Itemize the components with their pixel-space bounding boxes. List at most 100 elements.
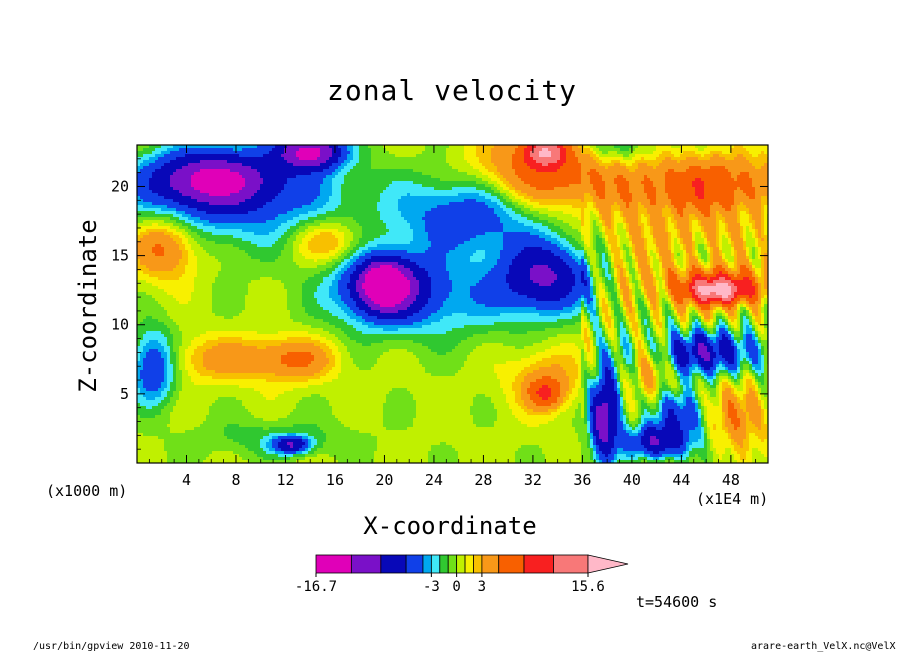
field-cell xyxy=(194,166,197,169)
field-cell xyxy=(233,184,236,187)
field-cell xyxy=(179,316,182,319)
field-cell xyxy=(215,292,218,295)
field-cell xyxy=(248,229,251,232)
field-cell xyxy=(140,430,143,433)
field-cell xyxy=(272,259,275,262)
field-cell xyxy=(248,373,251,376)
field-cell xyxy=(260,298,263,301)
field-cell xyxy=(155,268,158,271)
field-cell xyxy=(212,244,215,247)
field-cell xyxy=(203,178,206,181)
field-cell xyxy=(185,163,188,166)
field-cell xyxy=(218,394,221,397)
field-cell xyxy=(233,169,236,172)
field-cell xyxy=(275,298,278,301)
field-cell xyxy=(251,208,254,211)
field-cell xyxy=(236,211,239,214)
field-cell xyxy=(155,307,158,310)
field-cell xyxy=(149,457,152,460)
field-cell xyxy=(221,244,224,247)
field-cell xyxy=(185,157,188,160)
field-cell xyxy=(206,223,209,226)
field-cell xyxy=(158,448,161,451)
field-cell xyxy=(242,358,245,361)
field-cell xyxy=(209,367,212,370)
field-cell xyxy=(221,205,224,208)
field-cell xyxy=(251,379,254,382)
field-cell xyxy=(236,184,239,187)
field-cell xyxy=(149,325,152,328)
field-cell xyxy=(245,154,248,157)
field-cell xyxy=(146,448,149,451)
field-cell xyxy=(164,169,167,172)
field-cell xyxy=(245,337,248,340)
field-cell xyxy=(197,154,200,157)
field-cell xyxy=(197,196,200,199)
field-cell xyxy=(212,430,215,433)
field-cell xyxy=(269,154,272,157)
field-cell xyxy=(179,352,182,355)
field-cell xyxy=(179,163,182,166)
field-cell xyxy=(185,166,188,169)
field-cell xyxy=(173,160,176,163)
field-cell xyxy=(164,292,167,295)
field-cell xyxy=(209,319,212,322)
field-cell xyxy=(140,256,143,259)
field-cell xyxy=(227,160,230,163)
field-cell xyxy=(266,181,269,184)
field-cell xyxy=(191,412,194,415)
field-cell xyxy=(221,280,224,283)
field-cell xyxy=(257,412,260,415)
field-cell xyxy=(221,226,224,229)
field-cell xyxy=(230,160,233,163)
field-cell xyxy=(236,175,239,178)
field-cell xyxy=(185,427,188,430)
field-cell xyxy=(227,373,230,376)
field-cell xyxy=(263,241,266,244)
field-cell xyxy=(263,160,266,163)
field-cell xyxy=(170,208,173,211)
field-cell xyxy=(248,349,251,352)
field-cell xyxy=(158,319,161,322)
field-cell xyxy=(161,277,164,280)
field-cell xyxy=(275,436,278,439)
field-cell xyxy=(176,331,179,334)
field-cell xyxy=(173,451,176,454)
field-cell xyxy=(164,295,167,298)
field-cell xyxy=(194,388,197,391)
field-cell xyxy=(224,271,227,274)
field-cell xyxy=(137,205,140,208)
field-cell xyxy=(152,229,155,232)
field-cell xyxy=(218,211,221,214)
field-cell xyxy=(140,373,143,376)
field-cell xyxy=(257,349,260,352)
field-cell xyxy=(200,313,203,316)
field-cell xyxy=(269,352,272,355)
field-cell xyxy=(212,283,215,286)
field-cell xyxy=(275,181,278,184)
field-cell xyxy=(164,232,167,235)
field-cell xyxy=(254,316,257,319)
field-cell xyxy=(146,247,149,250)
field-cell xyxy=(170,265,173,268)
field-cell xyxy=(164,247,167,250)
field-cell xyxy=(239,316,242,319)
field-cell xyxy=(254,184,257,187)
field-cell xyxy=(251,283,254,286)
field-cell xyxy=(245,427,248,430)
field-cell xyxy=(194,409,197,412)
field-cell xyxy=(254,259,257,262)
field-cell xyxy=(245,253,248,256)
field-cell xyxy=(170,304,173,307)
field-cell xyxy=(158,151,161,154)
field-cell xyxy=(227,268,230,271)
field-cell xyxy=(224,292,227,295)
field-cell xyxy=(146,430,149,433)
field-cell xyxy=(245,166,248,169)
field-cell xyxy=(158,376,161,379)
field-cell xyxy=(242,238,245,241)
field-cell xyxy=(197,409,200,412)
field-cell xyxy=(215,436,218,439)
field-cell xyxy=(242,430,245,433)
field-cell xyxy=(206,394,209,397)
